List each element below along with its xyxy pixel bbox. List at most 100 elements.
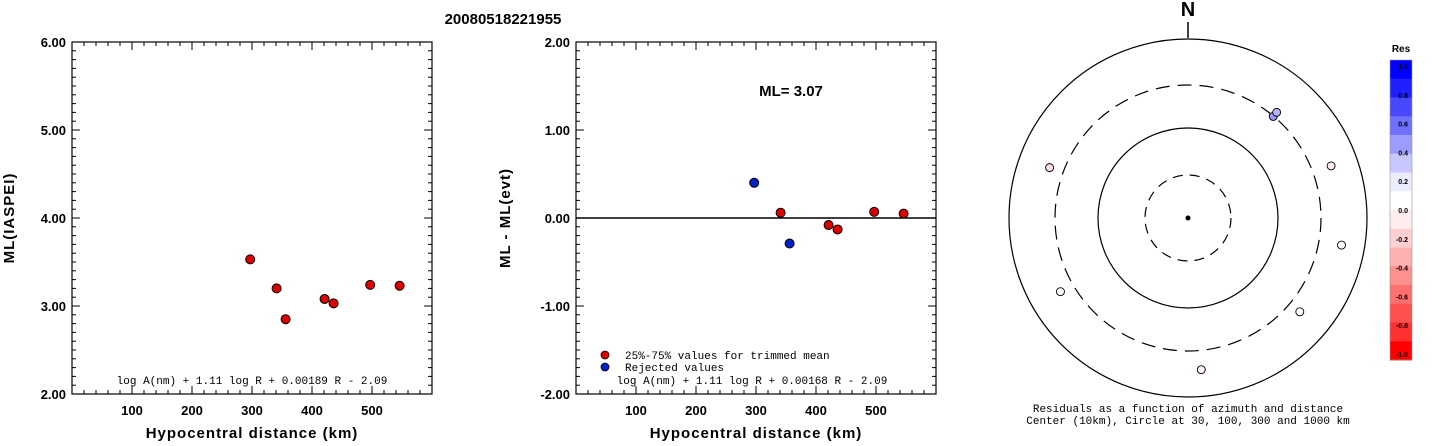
y-axis-label: ML(IASPEI) [1, 173, 18, 264]
y-tick-label: 2.00 [545, 35, 570, 50]
colorbar-swatch [1390, 172, 1412, 192]
data-point [365, 279, 376, 290]
y-tick-label: 4.00 [41, 211, 66, 226]
x-axis-label: Hypocentral distance (km) [146, 425, 359, 441]
data-point [898, 208, 909, 219]
colorbar-tick-label: -0.6 [1396, 294, 1408, 301]
azimuth-residual-map: N Residuals as a function of azimuth and… [1008, 0, 1368, 428]
y-tick-label: -1.00 [540, 299, 570, 314]
legend-label-rejected: Rejected values [625, 363, 724, 375]
colorbar-swatch [1390, 247, 1412, 267]
data-points [245, 254, 405, 325]
colorbar-swatch [1390, 285, 1412, 305]
colorbar-swatch [1390, 341, 1412, 361]
data-point [245, 254, 256, 265]
colorbar-tick-label: -0.8 [1396, 323, 1408, 330]
axis-ticks: 100 200 300 400 500 2.00 3.00 4.00 5.00 6.00 [41, 35, 432, 418]
x-axis-label: Hypocentral distance (km) [650, 425, 863, 441]
colorbar-swatches [1390, 60, 1412, 361]
colorbar-tick-labels: 1.0 0.8 0.6 0.4 0.2 0.0 -0.2 -0.4 -0.6 -0.8 -1.0 [1396, 64, 1408, 359]
station-point [1045, 163, 1055, 173]
colorbar-tick-label: 0.0 [1398, 208, 1408, 215]
station-point [1295, 307, 1305, 317]
x-tick-label: 100 [625, 403, 647, 418]
x-tick-label: 500 [865, 403, 887, 418]
colorbar-swatch [1390, 97, 1412, 117]
data-point [869, 206, 880, 217]
ml-annotation: ML= 3.07 [759, 83, 823, 100]
ring-300km [1054, 84, 1322, 352]
colorbar-swatch [1390, 60, 1412, 80]
colorbar-swatch [1390, 228, 1412, 248]
map-caption-line2: Center (10km), Circle at 30, 100, 300 an… [1026, 416, 1350, 428]
colorbar-swatch [1390, 191, 1412, 211]
data-points [749, 177, 909, 249]
legend-label-accepted: 25%-75% values for trimmed mean [625, 351, 830, 363]
residual-colorbar: Res 1.0 0.8 0.6 0.4 0.2 0.0 -0.2 -0.4 -0.6 -0.8 -1… [1389, 44, 1413, 361]
colorbar-tick-label: -1.0 [1396, 352, 1408, 359]
colorbar-tick-label: -0.2 [1396, 237, 1408, 244]
residual-vs-distance-panel: 100 200 300 400 500 -2.00 -1.00 0.00 1.00 2.00 ML… [497, 35, 937, 442]
y-tick-label: 6.00 [41, 35, 66, 50]
x-tick-label: 400 [805, 403, 827, 418]
north-label: N [1181, 0, 1195, 21]
colorbar-swatch [1390, 210, 1412, 230]
data-point [823, 220, 834, 231]
y-tick-label: -2.00 [540, 387, 570, 402]
epicenter-dot [1185, 215, 1191, 221]
colorbar-swatch [1390, 135, 1412, 155]
colorbar-tick-label: -0.4 [1396, 266, 1408, 273]
data-point [775, 207, 786, 218]
ring-30km [1144, 174, 1232, 262]
data-point [832, 224, 843, 235]
colorbar-swatch [1390, 153, 1412, 173]
data-point [394, 280, 405, 291]
y-tick-label: 2.00 [41, 387, 66, 402]
x-tick-label: 200 [685, 403, 707, 418]
plot-frame [71, 41, 433, 395]
axis-ticks: 100 200 300 400 500 -2.00 -1.00 0.00 1.00 2.00 [540, 35, 936, 418]
colorbar-swatch [1390, 266, 1412, 286]
station-point [1196, 365, 1206, 375]
y-tick-label: 0.00 [545, 211, 570, 226]
y-tick-label: 1.00 [545, 123, 570, 138]
colorbar-frame [1389, 59, 1413, 361]
figure-title: 20080518221955 [445, 11, 562, 28]
rejected-point [784, 238, 795, 249]
y-axis-label: ML - ML(evt) [497, 168, 514, 268]
station-point [1272, 107, 1282, 117]
colorbar-swatch [1390, 303, 1412, 323]
magnitude-formula: log A(nm) + 1.11 log R + 0.00189 R - 2.0… [117, 376, 388, 388]
colorbar-tick-label: 0.4 [1398, 150, 1408, 157]
data-point [271, 283, 282, 294]
colorbar-tick-label: 0.2 [1398, 179, 1408, 186]
data-point [328, 298, 339, 309]
colorbar-tick-label: 1.0 [1398, 64, 1408, 71]
x-tick-label: 100 [121, 403, 143, 418]
colorbar-swatch [1390, 78, 1412, 98]
rejected-point [749, 177, 760, 188]
station-point [1326, 161, 1336, 171]
x-tick-label: 500 [361, 403, 383, 418]
station-points [1045, 107, 1346, 375]
ml-vs-distance-panel: 100 200 300 400 500 2.00 3.00 4.00 5.00 6.00 Hypo… [1, 35, 433, 442]
map-caption-line1: Residuals as a function of azimuth and d… [1033, 404, 1343, 416]
colorbar-tick-label: 0.8 [1398, 93, 1408, 100]
y-tick-label: 5.00 [41, 123, 66, 138]
legend-marker-rejected [600, 362, 610, 372]
colorbar-title: Res [1392, 44, 1411, 55]
data-point [319, 293, 330, 304]
ring-100km [1097, 127, 1279, 309]
x-tick-label: 200 [181, 403, 203, 418]
y-tick-label: 3.00 [41, 299, 66, 314]
x-tick-label: 300 [241, 403, 263, 418]
x-tick-label: 400 [301, 403, 323, 418]
legend-marker-accepted [600, 350, 610, 360]
station-point [1337, 240, 1346, 250]
colorbar-swatch [1390, 116, 1412, 136]
x-tick-label: 300 [745, 403, 767, 418]
magnitude-formula: log A(nm) + 1.11 log R + 0.00168 R - 2.0… [617, 376, 888, 388]
station-point [1055, 287, 1065, 297]
